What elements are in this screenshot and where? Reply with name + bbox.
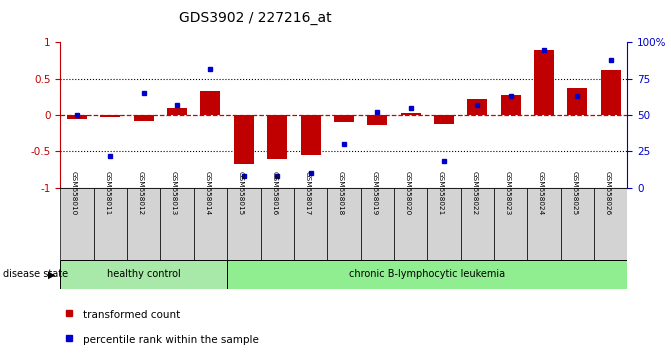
Text: GSM658021: GSM658021: [438, 171, 444, 216]
FancyBboxPatch shape: [227, 188, 260, 260]
FancyBboxPatch shape: [594, 188, 627, 260]
Text: healthy control: healthy control: [107, 269, 180, 279]
Bar: [167, 108, 187, 115]
FancyBboxPatch shape: [294, 188, 327, 260]
Text: GSM658012: GSM658012: [138, 171, 144, 216]
Bar: [301, 115, 321, 155]
Bar: [334, 115, 354, 122]
FancyBboxPatch shape: [327, 188, 360, 260]
Bar: [601, 70, 621, 115]
Text: chronic B-lymphocytic leukemia: chronic B-lymphocytic leukemia: [349, 269, 505, 279]
Text: GSM658026: GSM658026: [605, 171, 611, 216]
Text: GSM658016: GSM658016: [271, 171, 277, 216]
Text: ▶: ▶: [48, 270, 56, 280]
Bar: [367, 115, 387, 125]
Text: GSM658017: GSM658017: [305, 171, 311, 216]
Text: GSM658022: GSM658022: [471, 171, 477, 216]
FancyBboxPatch shape: [227, 260, 627, 289]
Text: GSM658014: GSM658014: [205, 171, 211, 216]
Text: GSM658024: GSM658024: [538, 171, 544, 216]
Text: GSM658011: GSM658011: [105, 171, 111, 216]
FancyBboxPatch shape: [60, 188, 94, 260]
Text: GDS3902 / 227216_at: GDS3902 / 227216_at: [178, 11, 331, 25]
FancyBboxPatch shape: [360, 188, 394, 260]
Bar: [101, 115, 120, 116]
Text: GSM658019: GSM658019: [371, 171, 377, 216]
Text: transformed count: transformed count: [83, 310, 180, 320]
Text: GSM658018: GSM658018: [338, 171, 344, 216]
Bar: [434, 115, 454, 125]
Text: GSM658020: GSM658020: [405, 171, 411, 216]
FancyBboxPatch shape: [494, 188, 527, 260]
Bar: [134, 115, 154, 121]
Bar: [67, 115, 87, 119]
FancyBboxPatch shape: [561, 188, 594, 260]
Text: GSM658013: GSM658013: [171, 171, 177, 216]
FancyBboxPatch shape: [94, 188, 127, 260]
Bar: [201, 91, 221, 115]
Bar: [568, 88, 587, 115]
FancyBboxPatch shape: [194, 188, 227, 260]
FancyBboxPatch shape: [160, 188, 194, 260]
Bar: [501, 96, 521, 115]
FancyBboxPatch shape: [427, 188, 460, 260]
Text: percentile rank within the sample: percentile rank within the sample: [83, 335, 259, 344]
FancyBboxPatch shape: [394, 188, 427, 260]
FancyBboxPatch shape: [260, 188, 294, 260]
FancyBboxPatch shape: [460, 188, 494, 260]
FancyBboxPatch shape: [527, 188, 561, 260]
Bar: [401, 113, 421, 115]
FancyBboxPatch shape: [127, 188, 160, 260]
Bar: [467, 99, 487, 115]
Text: GSM658025: GSM658025: [571, 171, 577, 216]
Bar: [267, 115, 287, 159]
Text: disease state: disease state: [3, 269, 68, 279]
Text: GSM658010: GSM658010: [71, 171, 77, 216]
Bar: [234, 115, 254, 164]
Bar: [534, 50, 554, 115]
Text: GSM658023: GSM658023: [505, 171, 511, 216]
FancyBboxPatch shape: [60, 260, 227, 289]
Text: GSM658015: GSM658015: [238, 171, 244, 216]
